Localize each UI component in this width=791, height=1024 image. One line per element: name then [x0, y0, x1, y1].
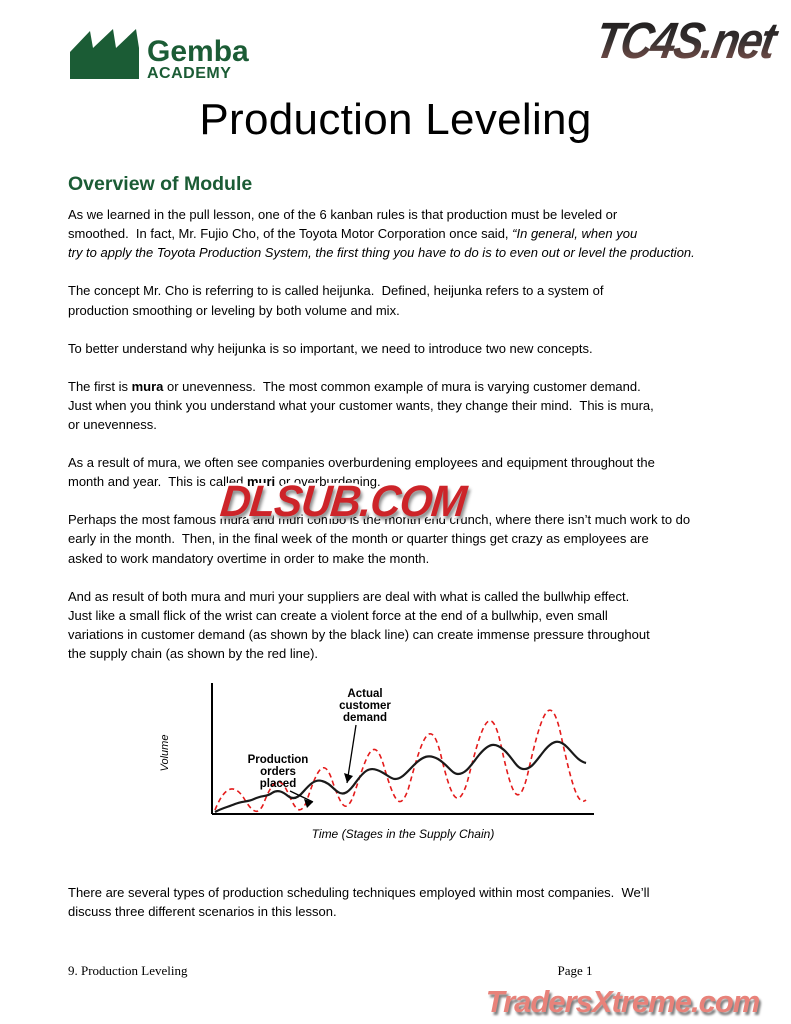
svg-text:customer: customer [339, 700, 391, 712]
svg-text:Time (Stages in the Supply Cha: Time (Stages in the Supply Chain) [312, 827, 495, 841]
svg-text:TC4S.net: TC4S.net [598, 11, 783, 69]
svg-text:Volume: Volume [159, 735, 171, 772]
svg-text:Actual: Actual [347, 688, 382, 700]
svg-text:Production: Production [248, 754, 309, 766]
svg-text:orders: orders [260, 766, 296, 778]
svg-text:demand: demand [343, 712, 387, 724]
svg-text:placed: placed [260, 778, 296, 790]
svg-text:ACADEMY: ACADEMY [147, 65, 231, 82]
svg-text:Gemba: Gemba [147, 35, 249, 68]
